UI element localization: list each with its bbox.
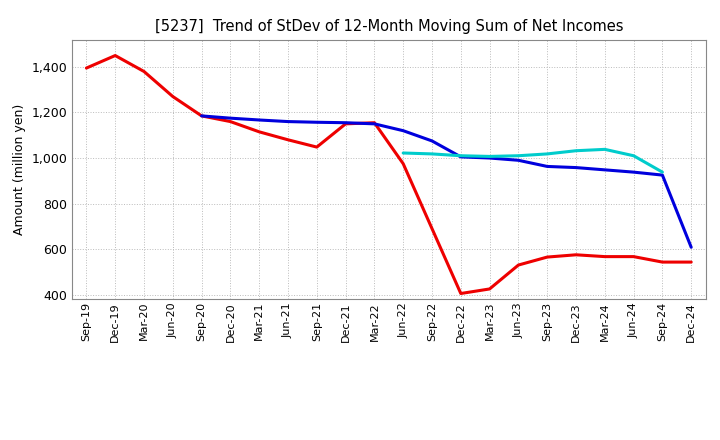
3 Years: [312, 144, 321, 150]
3 Years: [341, 121, 350, 126]
3 Years: [456, 291, 465, 296]
3 Years: [629, 254, 638, 259]
3 Years: [572, 252, 580, 257]
5 Years: [399, 128, 408, 133]
7 Years: [514, 153, 523, 158]
5 Years: [543, 164, 552, 169]
3 Years: [140, 69, 148, 74]
5 Years: [514, 158, 523, 163]
5 Years: [572, 165, 580, 170]
3 Years: [485, 286, 494, 292]
7 Years: [485, 154, 494, 159]
5 Years: [629, 169, 638, 175]
Y-axis label: Amount (million yen): Amount (million yen): [13, 104, 26, 235]
3 Years: [226, 119, 235, 124]
3 Years: [168, 94, 177, 99]
3 Years: [284, 137, 292, 143]
5 Years: [428, 138, 436, 143]
7 Years: [572, 148, 580, 154]
3 Years: [687, 260, 696, 265]
7 Years: [543, 151, 552, 157]
5 Years: [658, 172, 667, 178]
5 Years: [600, 167, 609, 172]
5 Years: [226, 116, 235, 121]
3 Years: [658, 260, 667, 265]
7 Years: [456, 153, 465, 158]
5 Years: [456, 154, 465, 160]
7 Years: [629, 153, 638, 158]
3 Years: [428, 226, 436, 231]
5 Years: [312, 120, 321, 125]
3 Years: [197, 113, 206, 118]
7 Years: [600, 147, 609, 152]
7 Years: [428, 151, 436, 157]
5 Years: [341, 120, 350, 125]
5 Years: [255, 117, 264, 123]
Line: 5 Years: 5 Years: [202, 116, 691, 247]
5 Years: [687, 245, 696, 250]
Line: 7 Years: 7 Years: [403, 149, 662, 172]
5 Years: [370, 121, 379, 126]
3 Years: [514, 262, 523, 268]
7 Years: [399, 150, 408, 156]
7 Years: [658, 169, 667, 175]
3 Years: [543, 254, 552, 260]
3 Years: [600, 254, 609, 259]
Line: 3 Years: 3 Years: [86, 55, 691, 293]
3 Years: [111, 53, 120, 58]
3 Years: [255, 129, 264, 135]
5 Years: [284, 119, 292, 124]
3 Years: [370, 120, 379, 125]
5 Years: [485, 155, 494, 161]
3 Years: [399, 161, 408, 166]
5 Years: [197, 113, 206, 118]
3 Years: [82, 66, 91, 71]
Title: [5237]  Trend of StDev of 12-Month Moving Sum of Net Incomes: [5237] Trend of StDev of 12-Month Moving…: [155, 19, 623, 34]
